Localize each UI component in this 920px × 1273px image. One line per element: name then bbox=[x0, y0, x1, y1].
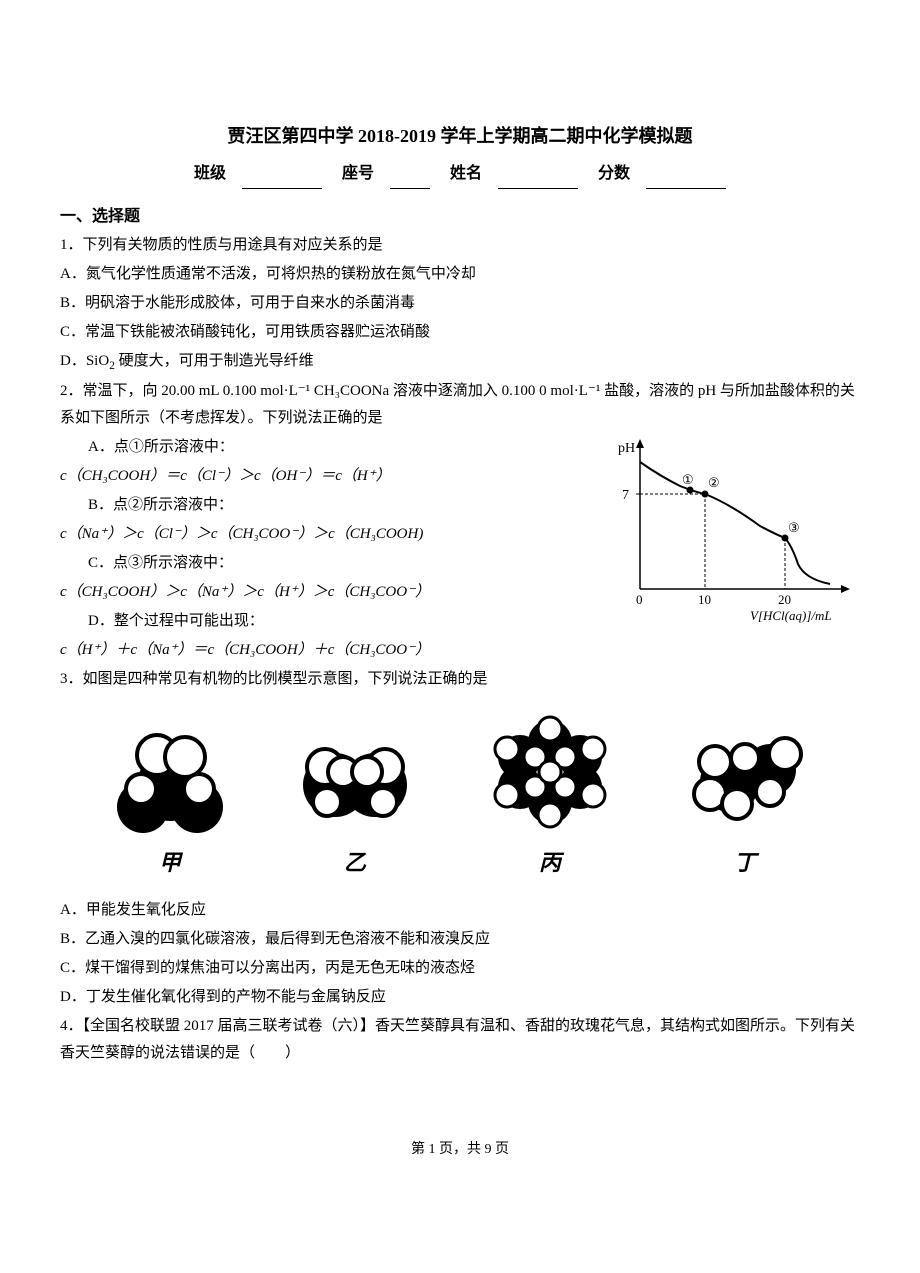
q2-option-c-expr: c（CH₃COOH）＞c（Na⁺）＞c（H⁺）＞c（CH₃COO⁻） bbox=[60, 579, 560, 606]
x-tick-10: 10 bbox=[698, 592, 711, 607]
mol-ding: 丁 bbox=[675, 722, 815, 883]
q4-stem: 4．【全国名校联盟 2017 届高三联考试卷（六）】香天竺葵醇具有温和、香甜的玫… bbox=[60, 1013, 860, 1067]
molecule-models: 甲 乙 bbox=[60, 707, 860, 883]
mol-label-yi: 乙 bbox=[285, 843, 425, 883]
q1-option-a: A．氮气化学性质通常不活泼，可将炽热的镁粉放在氮气中冷却 bbox=[60, 261, 860, 288]
point-2-label: ② bbox=[708, 475, 720, 490]
seat-blank[interactable] bbox=[390, 170, 430, 189]
point-1-label: ① bbox=[682, 472, 694, 487]
q2-stem: 2．常温下，向 20.00 mL 0.100 mol·L⁻¹ CH₃COONa … bbox=[60, 378, 860, 432]
q2-option-a-expr: c（CH₃COOH）＝c（Cl⁻）＞c（OH⁻）＝c（H⁺） bbox=[60, 463, 560, 490]
class-label: 班级 bbox=[194, 165, 226, 182]
x-tick-20: 20 bbox=[778, 592, 791, 607]
name-label: 姓名 bbox=[450, 165, 482, 182]
seat-label: 座号 bbox=[342, 165, 374, 182]
q1-d-prefix: D．SiO bbox=[60, 353, 109, 369]
section-header: 一、选择题 bbox=[60, 203, 860, 232]
point-3-label: ③ bbox=[788, 520, 800, 535]
student-info-line: 班级 座号 姓名 分数 bbox=[60, 160, 860, 189]
exam-title: 贾汪区第四中学 2018-2019 学年上学期高二期中化学模拟题 bbox=[60, 120, 860, 152]
q1-option-b: B．明矾溶于水能形成胶体，可用于自来水的杀菌消毒 bbox=[60, 290, 860, 317]
class-blank[interactable] bbox=[242, 170, 322, 189]
x-tick-0: 0 bbox=[636, 592, 643, 607]
q3-option-c: C．煤干馏得到的煤焦油可以分离出丙，丙是无色无味的液态烃 bbox=[60, 955, 860, 982]
q3-stem: 3．如图是四种常见有机物的比例模型示意图，下列说法正确的是 bbox=[60, 666, 860, 693]
mol-bing: 丙 bbox=[475, 707, 625, 883]
q1-d-suffix: 硬度大，可用于制造光导纤维 bbox=[115, 353, 314, 369]
ph-graph: pH 7 ① ② ③ 0 10 20 V[HCl(aq)]/mL bbox=[600, 434, 860, 624]
y-axis-label: pH bbox=[618, 441, 635, 456]
name-blank[interactable] bbox=[498, 170, 578, 189]
q2-option-d-expr: c（H⁺）＋c（Na⁺）＝c（CH₃COOH）＋c（CH₃COO⁻） bbox=[60, 637, 560, 664]
q2-option-a-label: A．点①所示溶液中： bbox=[88, 434, 560, 461]
q2-option-b-label: B．点②所示溶液中： bbox=[88, 492, 560, 519]
q2-option-b-expr: c（Na⁺）＞c（Cl⁻）＞c（CH₃COO⁻）＞c（CH₃COOH) bbox=[60, 521, 560, 548]
q2-option-c-label: C．点③所示溶液中： bbox=[88, 550, 560, 577]
q1-option-d: D．SiO2 硬度大，可用于制造光导纤维 bbox=[60, 348, 860, 376]
page-footer: 第 1 页，共 9 页 bbox=[60, 1137, 860, 1162]
q2-option-d-label: D．整个过程中可能出现： bbox=[88, 608, 560, 635]
q3-option-b: B．乙通入溴的四氯化碳溶液，最后得到无色溶液不能和液溴反应 bbox=[60, 926, 860, 953]
mol-yi: 乙 bbox=[285, 727, 425, 883]
q1-stem: 1．下列有关物质的性质与用途具有对应关系的是 bbox=[60, 232, 860, 259]
mol-label-bing: 丙 bbox=[475, 843, 625, 883]
q1-option-c: C．常温下铁能被浓硝酸钝化，可用铁质容器贮运浓硝酸 bbox=[60, 319, 860, 346]
q3-option-d: D．丁发生催化氧化得到的产物不能与金属钠反应 bbox=[60, 984, 860, 1011]
mol-label-ding: 丁 bbox=[675, 843, 815, 883]
y-tick-7: 7 bbox=[622, 488, 629, 503]
mol-jia: 甲 bbox=[105, 717, 235, 883]
mol-label-jia: 甲 bbox=[105, 843, 235, 883]
score-blank[interactable] bbox=[646, 170, 726, 189]
q3-option-a: A．甲能发生氧化反应 bbox=[60, 897, 860, 924]
x-axis-label: V[HCl(aq)]/mL bbox=[750, 608, 832, 623]
score-label: 分数 bbox=[598, 165, 630, 182]
